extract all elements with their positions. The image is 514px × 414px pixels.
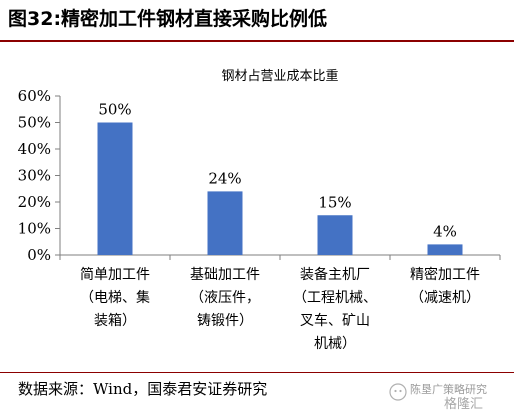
x-category-label-line: 基础加工件 bbox=[190, 266, 260, 283]
y-tick-label: 30% bbox=[18, 167, 51, 185]
y-tick-label: 20% bbox=[18, 193, 51, 211]
bar-value-label: 50% bbox=[98, 101, 131, 119]
x-category-label-line: （液压件， bbox=[190, 290, 260, 306]
title-divider bbox=[0, 40, 514, 42]
bar bbox=[207, 191, 243, 255]
x-category-label-line: 精密加工件 bbox=[410, 266, 480, 283]
bar-value-label: 15% bbox=[318, 193, 351, 211]
figure-title: 图32:精密加工件钢材直接采购比例低 bbox=[8, 8, 328, 30]
watermark-text: 陈垦广策略研究 bbox=[410, 383, 487, 396]
x-category-label: 基础加工件 （液压件， 铸锻件） bbox=[190, 266, 260, 329]
y-tick-label: 10% bbox=[18, 220, 51, 238]
x-category-label-line: 机械） bbox=[314, 336, 356, 352]
bar bbox=[97, 122, 133, 255]
x-category-label-line: 简单加工件 bbox=[80, 266, 150, 283]
wechat-icon bbox=[389, 383, 407, 401]
y-tick-label: 60% bbox=[18, 87, 51, 105]
y-tick-label: 50% bbox=[18, 114, 51, 132]
watermark-brand: 格隆汇 bbox=[444, 397, 484, 412]
watermark: 陈垦广策略研究 格隆汇 bbox=[388, 378, 510, 412]
x-category-label-line: （工程机械、 bbox=[293, 290, 377, 306]
footer-divider bbox=[0, 372, 514, 373]
x-category-label-line: （减速机） bbox=[410, 290, 480, 306]
y-tick-label: 40% bbox=[18, 140, 51, 158]
x-category-label-line: 叉车、矿山 bbox=[300, 312, 370, 329]
x-category-label-line: 铸锻件） bbox=[197, 313, 253, 329]
chart-title: 钢材占营业成本比重 bbox=[221, 68, 338, 84]
bar-value-label: 24% bbox=[208, 169, 241, 187]
x-category-label-line: 装备主机厂 bbox=[300, 266, 370, 283]
data-source: 数据来源：Wind，国泰君安证券研究 bbox=[18, 380, 268, 398]
x-category-label-line: 装箱） bbox=[94, 313, 136, 329]
bar-chart: 钢材占营业成本比重 0% 10% 20% 30% 40% 50% 60% 50% 简单加工件 （电梯… bbox=[18, 68, 501, 352]
bar-value-label: 4% bbox=[433, 222, 457, 240]
bar bbox=[317, 215, 353, 255]
x-category-label: 装备主机厂 （工程机械、叉车、矿山机械） bbox=[293, 266, 377, 352]
x-category-label: 精密加工件 （减速机） bbox=[410, 266, 480, 306]
x-category-label: 简单加工件 （电梯、集装箱） bbox=[80, 266, 150, 329]
y-tick-label: 0% bbox=[27, 246, 51, 264]
x-category-label-line: （电梯、集 bbox=[80, 289, 150, 306]
bar bbox=[427, 244, 463, 255]
